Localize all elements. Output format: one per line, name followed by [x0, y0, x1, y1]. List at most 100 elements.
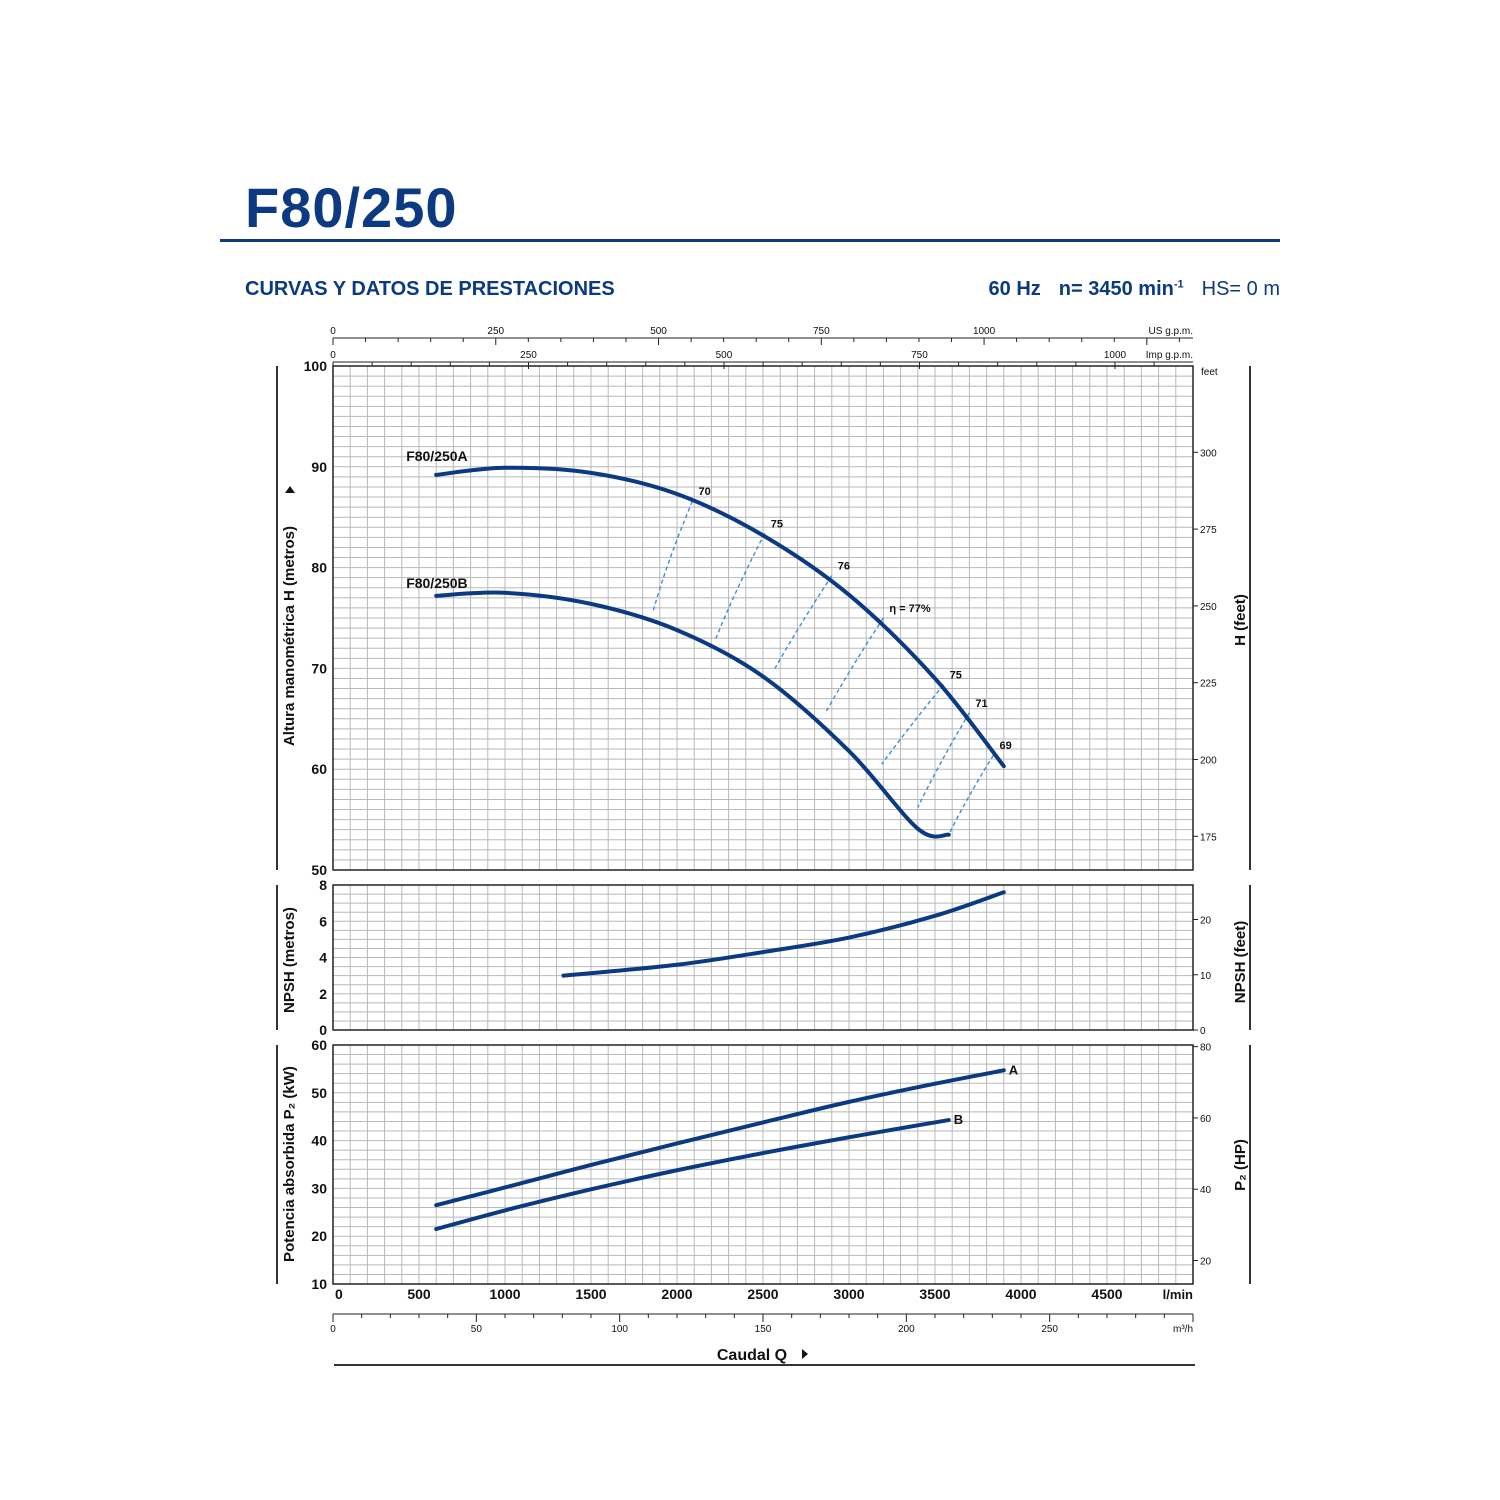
y-tick-label: 50 [311, 1085, 327, 1101]
y-tick-label: 60 [311, 761, 327, 777]
page-title: F80/250 [245, 176, 458, 239]
efficiency-label: 75 [771, 518, 783, 530]
efficiency-line [917, 712, 971, 808]
y-tick-label: 70 [311, 660, 327, 676]
y2-tick-label: 175 [1200, 832, 1217, 843]
bottom-axis-unit: m³/h [1173, 1324, 1193, 1335]
x-tick-label: 4000 [1005, 1286, 1036, 1302]
npsh-curve [561, 890, 1006, 978]
series-label-a: F80/250A [406, 448, 467, 464]
bottom-axis-tick-label: 200 [898, 1324, 915, 1335]
efficiency-label: 76 [838, 561, 850, 573]
y2-unit-label: feet [1201, 367, 1218, 378]
x-tick-label: 500 [407, 1286, 431, 1302]
power-y2-axis-label: P₂ (HP) [1232, 1139, 1249, 1191]
frequency-label: 60 Hz [988, 278, 1041, 300]
top-axis-tick-label: 500 [716, 350, 733, 361]
y-tick-label: 40 [311, 1133, 327, 1149]
y2-tick-label: 40 [1200, 1185, 1212, 1196]
power-curve-b [434, 1118, 951, 1232]
operating-conditions: 60 Hz n= 3450 min-1 HS= 0 m [989, 278, 1280, 301]
y2-tick-label: 20 [1200, 916, 1212, 927]
efficiency-line [652, 500, 694, 613]
power-label-b: B [954, 1112, 963, 1127]
x-tick-label: 1000 [489, 1286, 520, 1302]
y-tick-label: 100 [304, 358, 328, 374]
x-tick-label: 0 [335, 1286, 343, 1302]
y2-tick-label: 80 [1200, 1043, 1212, 1054]
y-tick-label: 2 [319, 986, 327, 1002]
y2-tick-label: 300 [1200, 448, 1217, 459]
efficiency-label: 69 [999, 740, 1011, 752]
top-axis-tick-label: 750 [813, 326, 830, 337]
y-tick-label: 8 [319, 877, 327, 893]
top-axis-tick-label: 0 [330, 350, 336, 361]
efficiency-line [824, 617, 884, 715]
y-tick-label: 50 [311, 862, 327, 878]
npsh-y2-axis-label: NPSH (feet) [1232, 921, 1249, 1004]
efficiency-line [714, 533, 766, 642]
power-axis-label: Potencia absorbida P₂ (kW) [281, 1066, 298, 1262]
efficiency-label: η = 77% [889, 603, 930, 615]
bottom-axis-tick-label: 0 [330, 1324, 336, 1335]
bottom-axis-tick-label: 250 [1041, 1324, 1058, 1335]
x-tick-label: 2500 [747, 1286, 778, 1302]
top-axis-tick-label: 1000 [1104, 350, 1127, 361]
bottom-axis-tick-label: 150 [755, 1324, 772, 1335]
top-axis-tick-label: 1000 [973, 326, 996, 337]
x-unit-label: l/min [1163, 1287, 1193, 1302]
x-axis-label: Caudal Q [717, 1347, 787, 1364]
top-axis-unit: Imp g.p.m. [1146, 350, 1193, 361]
y2-tick-label: 0 [1200, 1026, 1206, 1037]
series-label-b: F80/250B [406, 575, 467, 591]
head-curve-b [434, 590, 951, 839]
power-curve-a [434, 1068, 1006, 1208]
head-curve-a [434, 465, 1006, 769]
section-subtitle: CURVAS Y DATOS DE PRESTACIONES [245, 278, 615, 300]
y-tick-label: 10 [311, 1276, 327, 1292]
y2-tick-label: 10 [1200, 971, 1212, 982]
plot-frame [332, 1044, 1194, 1285]
efficiency-line [772, 575, 833, 672]
y2-tick-label: 225 [1200, 679, 1217, 690]
x-tick-label: 2000 [661, 1286, 692, 1302]
top-axis-tick-label: 500 [650, 326, 667, 337]
plot-frame [332, 884, 1194, 1031]
y-tick-label: 0 [319, 1022, 327, 1038]
efficiency-label: 75 [950, 670, 962, 682]
top-axis-tick-label: 250 [520, 350, 537, 361]
suction-label: HS= 0 m [1201, 278, 1280, 300]
x-tick-label: 4500 [1091, 1286, 1122, 1302]
npsh-axis-label: NPSH (metros) [281, 907, 298, 1013]
x-tick-label: 1500 [575, 1286, 606, 1302]
y2-tick-label: 250 [1200, 602, 1217, 613]
x-axis-arrow-icon [802, 1349, 808, 1359]
y-tick-label: 30 [311, 1180, 327, 1196]
top-axis-tick-label: 0 [330, 326, 336, 337]
title-rule [220, 239, 1280, 242]
y-tick-label: 6 [319, 913, 327, 929]
y2-tick-label: 275 [1200, 525, 1217, 536]
y-tick-label: 4 [319, 950, 327, 966]
x-tick-label: 3000 [833, 1286, 864, 1302]
top-axis-tick-label: 750 [911, 350, 928, 361]
y2-axis-label: H (feet) [1232, 594, 1249, 646]
y-tick-label: 80 [311, 560, 327, 576]
efficiency-label: 70 [698, 486, 710, 498]
y2-tick-label: 20 [1200, 1257, 1212, 1268]
y-tick-label: 60 [311, 1037, 327, 1053]
y2-tick-label: 60 [1200, 1114, 1212, 1125]
bottom-axis-tick-label: 50 [471, 1324, 483, 1335]
efficiency-line [948, 754, 995, 836]
efficiency-label: 71 [975, 698, 987, 710]
y-axis-label: Altura manométrica H (metros) [281, 526, 298, 746]
y2-tick-label: 200 [1200, 756, 1217, 767]
x-tick-label: 3500 [919, 1286, 950, 1302]
speed-label: n= 3450 min-1 [1058, 278, 1184, 300]
y-axis-arrow-icon [285, 486, 295, 493]
y-tick-label: 90 [311, 459, 327, 475]
y-tick-label: 20 [311, 1228, 327, 1244]
bottom-axis-tick-label: 100 [611, 1324, 628, 1335]
top-axis-tick-label: 250 [487, 326, 504, 337]
